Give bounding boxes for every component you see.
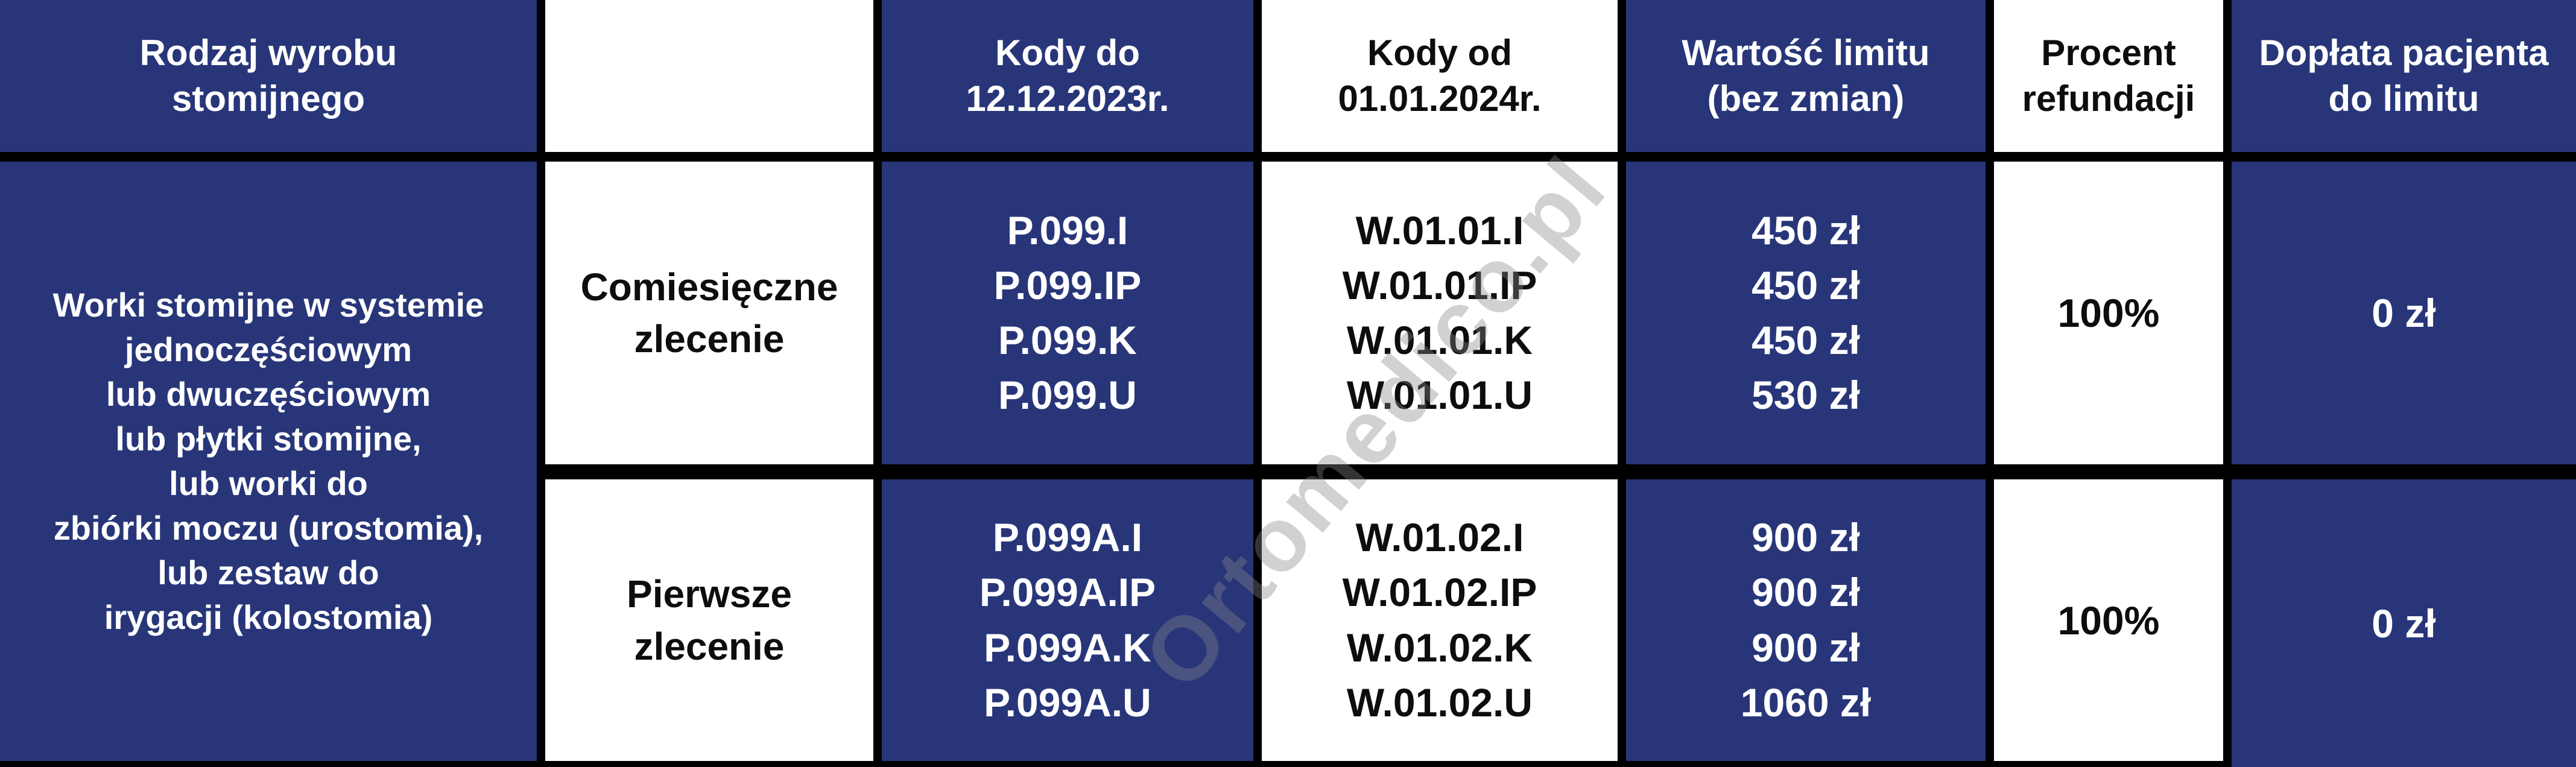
refund-percent-row1: 100% bbox=[1994, 162, 2223, 464]
codes-old-row1: P.099.I P.099.IP P.099.K P.099.U bbox=[882, 162, 1253, 464]
patient-copay-row1: 0 zł bbox=[2232, 162, 2576, 464]
header-order-type-blank bbox=[545, 0, 873, 152]
product-description-cell: Worki stomijne w systemie jednoczęściowy… bbox=[0, 162, 537, 761]
limit-values-row2: 900 zł 900 zł 900 zł 1060 zł bbox=[1626, 479, 1986, 761]
header-codes-new: Kody od 01.01.2024r. bbox=[1262, 0, 1618, 152]
header-product-type: Rodzaj wyrobu stomijnego bbox=[0, 0, 537, 152]
order-type-row1: Comiesięczne zlecenie bbox=[545, 162, 873, 464]
codes-new-row2: W.01.02.I W.01.02.IP W.01.02.K W.01.02.U bbox=[1262, 479, 1618, 761]
patient-copay-row2: 0 zł bbox=[2232, 479, 2576, 767]
refund-percent-row2: 100% bbox=[1994, 479, 2223, 761]
codes-old-row2: P.099A.I P.099A.IP P.099A.K P.099A.U bbox=[882, 479, 1253, 761]
header-refund-percent: Procent refundacji bbox=[1994, 0, 2223, 152]
order-type-row2: Pierwsze zlecenie bbox=[545, 479, 873, 761]
codes-new-row1: W.01.01.I W.01.01.IP W.01.01.K W.01.01.U bbox=[1262, 162, 1618, 464]
header-patient-copay: Dopłata pacjenta do limitu bbox=[2232, 0, 2576, 152]
limit-values-row1: 450 zł 450 zł 450 zł 530 zł bbox=[1626, 162, 1986, 464]
header-limit-value: Wartość limitu (bez zmian) bbox=[1626, 0, 1986, 152]
header-codes-old: Kody do 12.12.2023r. bbox=[882, 0, 1253, 152]
